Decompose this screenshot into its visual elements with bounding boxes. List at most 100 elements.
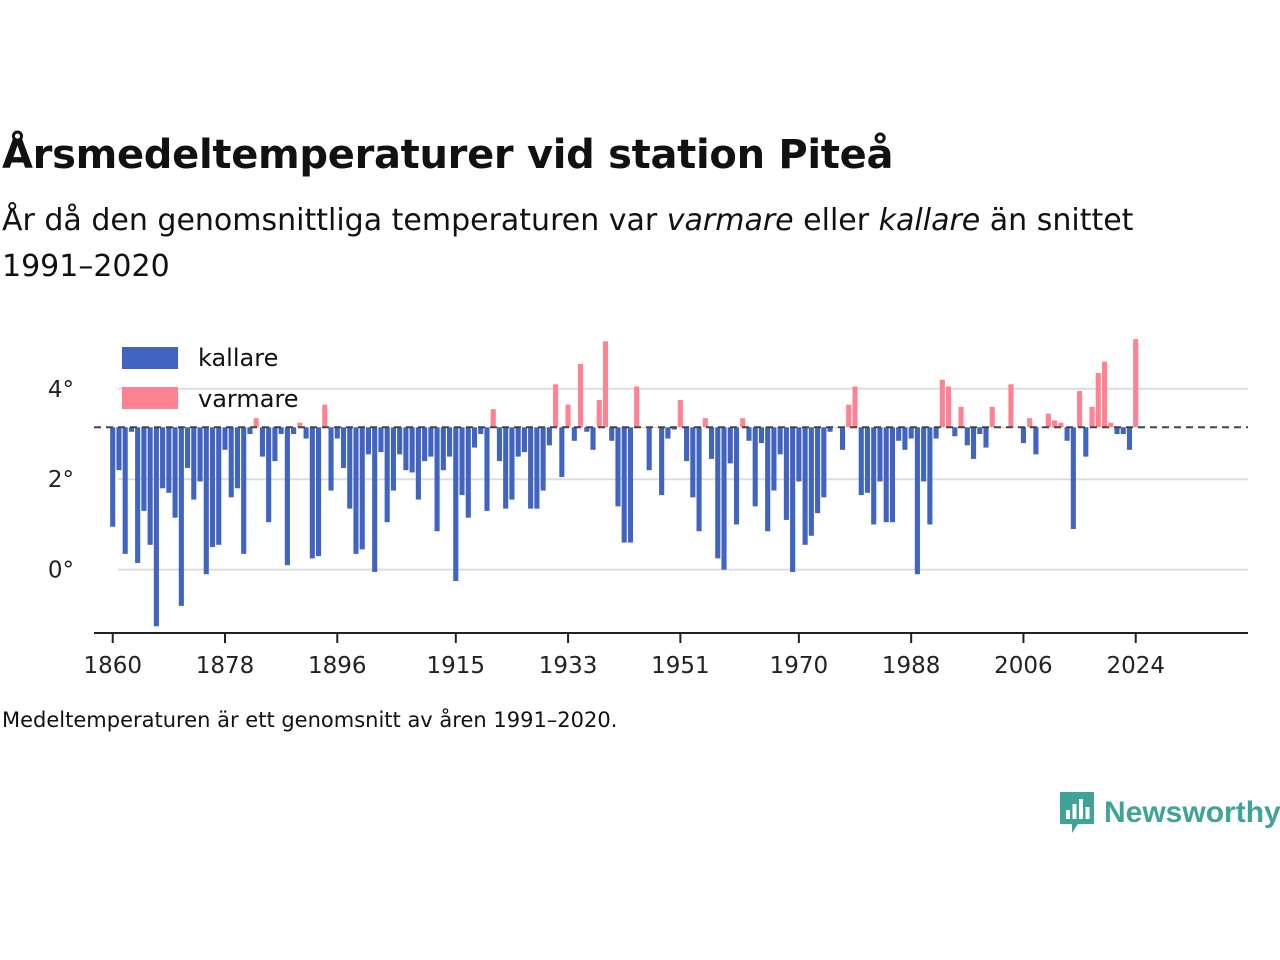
- bar-1993[interactable]: [939, 379, 945, 428]
- bar-1925[interactable]: [515, 427, 521, 457]
- legend-label-kallare[interactable]: kallare: [198, 344, 278, 372]
- bar-2019[interactable]: [1101, 361, 1108, 428]
- bar-1914[interactable]: [446, 427, 453, 457]
- bar-1994[interactable]: [946, 386, 952, 428]
- bar-1938[interactable]: [596, 400, 602, 428]
- bar-1963[interactable]: [752, 427, 758, 507]
- bar-1922[interactable]: [496, 427, 503, 462]
- bar-1928[interactable]: [534, 427, 540, 509]
- bar-1952[interactable]: [684, 427, 690, 462]
- bar-1898[interactable]: [347, 427, 353, 509]
- bar-1865[interactable]: [141, 427, 147, 511]
- bar-1908[interactable]: [409, 427, 415, 473]
- bar-1971[interactable]: [802, 427, 808, 545]
- bar-1960[interactable]: [733, 427, 740, 525]
- bar-1887[interactable]: [278, 427, 284, 435]
- bar-1866[interactable]: [147, 427, 153, 545]
- bar-1907[interactable]: [403, 427, 409, 471]
- bar-1920[interactable]: [484, 427, 490, 511]
- bar-1880[interactable]: [234, 427, 241, 489]
- bar-1961[interactable]: [740, 418, 746, 428]
- bar-1973[interactable]: [815, 427, 821, 514]
- bar-2012[interactable]: [1058, 422, 1064, 428]
- bar-2004[interactable]: [1008, 384, 1014, 428]
- bar-1890[interactable]: [297, 422, 303, 428]
- bar-1984[interactable]: [883, 427, 889, 523]
- bar-1921[interactable]: [490, 409, 496, 428]
- bar-1875[interactable]: [203, 427, 209, 575]
- bar-1931[interactable]: [553, 384, 559, 428]
- bar-1991[interactable]: [927, 427, 933, 525]
- bar-1947[interactable]: [652, 427, 658, 428]
- bar-1874[interactable]: [197, 427, 203, 482]
- bar-1883[interactable]: [253, 418, 259, 428]
- bar-1958[interactable]: [721, 427, 727, 570]
- bar-1946[interactable]: [646, 427, 652, 471]
- bar-1998[interactable]: [970, 427, 977, 459]
- bar-2000[interactable]: [983, 427, 989, 448]
- bar-1892[interactable]: [309, 427, 315, 559]
- bar-1986[interactable]: [896, 427, 902, 441]
- bar-1900[interactable]: [359, 427, 365, 550]
- bar-1950[interactable]: [671, 427, 677, 430]
- bar-1974[interactable]: [821, 427, 827, 498]
- bar-1882[interactable]: [247, 427, 253, 435]
- bar-1879[interactable]: [228, 427, 234, 498]
- legend-label-varmare[interactable]: varmare: [198, 385, 299, 413]
- bar-1868[interactable]: [160, 427, 166, 489]
- bar-1860[interactable]: [110, 427, 116, 527]
- bar-1968[interactable]: [783, 427, 789, 520]
- bar-2007[interactable]: [1027, 418, 1033, 428]
- bar-1939[interactable]: [602, 341, 609, 428]
- bar-1990[interactable]: [921, 427, 927, 482]
- bar-1949[interactable]: [665, 427, 671, 439]
- bar-2023[interactable]: [1126, 427, 1133, 450]
- bar-1941[interactable]: [615, 427, 621, 507]
- bar-1957[interactable]: [715, 427, 721, 559]
- bar-2001[interactable]: [989, 406, 995, 428]
- bar-1905[interactable]: [390, 427, 396, 491]
- bar-1904[interactable]: [384, 427, 390, 523]
- bar-1863[interactable]: [128, 427, 134, 432]
- bar-1964[interactable]: [758, 427, 765, 444]
- bar-1895[interactable]: [328, 427, 334, 491]
- bar-1967[interactable]: [777, 427, 783, 455]
- bar-1937[interactable]: [590, 427, 596, 450]
- bar-2022[interactable]: [1120, 427, 1126, 435]
- bar-1997[interactable]: [964, 427, 970, 446]
- bar-1903[interactable]: [378, 427, 384, 453]
- bar-1917[interactable]: [465, 427, 471, 518]
- bar-1978[interactable]: [846, 404, 852, 428]
- bar-1988[interactable]: [908, 427, 914, 439]
- bar-1911[interactable]: [428, 427, 434, 457]
- bar-1916[interactable]: [459, 427, 465, 496]
- bar-1944[interactable]: [634, 386, 640, 428]
- bar-1923[interactable]: [503, 427, 509, 509]
- bar-1909[interactable]: [415, 427, 421, 500]
- bar-2021[interactable]: [1114, 427, 1120, 435]
- bar-1889[interactable]: [291, 427, 297, 435]
- bar-2014[interactable]: [1070, 427, 1076, 529]
- bar-2015[interactable]: [1077, 391, 1083, 428]
- bar-1930[interactable]: [546, 427, 552, 446]
- bar-1936[interactable]: [584, 427, 590, 432]
- bar-1876[interactable]: [209, 427, 216, 548]
- bar-1881[interactable]: [241, 427, 247, 554]
- bar-1897[interactable]: [340, 427, 347, 468]
- bar-1862[interactable]: [122, 427, 128, 554]
- bar-1861[interactable]: [116, 427, 122, 471]
- bar-1977[interactable]: [839, 427, 846, 450]
- bar-1981[interactable]: [864, 427, 871, 493]
- bar-1910[interactable]: [422, 427, 428, 462]
- bar-1872[interactable]: [185, 427, 191, 468]
- bar-1962[interactable]: [746, 427, 752, 441]
- bar-2010[interactable]: [1045, 413, 1051, 428]
- bar-1959[interactable]: [727, 427, 733, 464]
- bar-1877[interactable]: [216, 427, 222, 545]
- bar-1924[interactable]: [509, 427, 515, 500]
- bar-1995[interactable]: [952, 427, 958, 437]
- bar-1975[interactable]: [827, 427, 833, 432]
- bar-1972[interactable]: [808, 427, 814, 536]
- bar-1999[interactable]: [977, 427, 983, 435]
- bar-1985[interactable]: [889, 427, 896, 523]
